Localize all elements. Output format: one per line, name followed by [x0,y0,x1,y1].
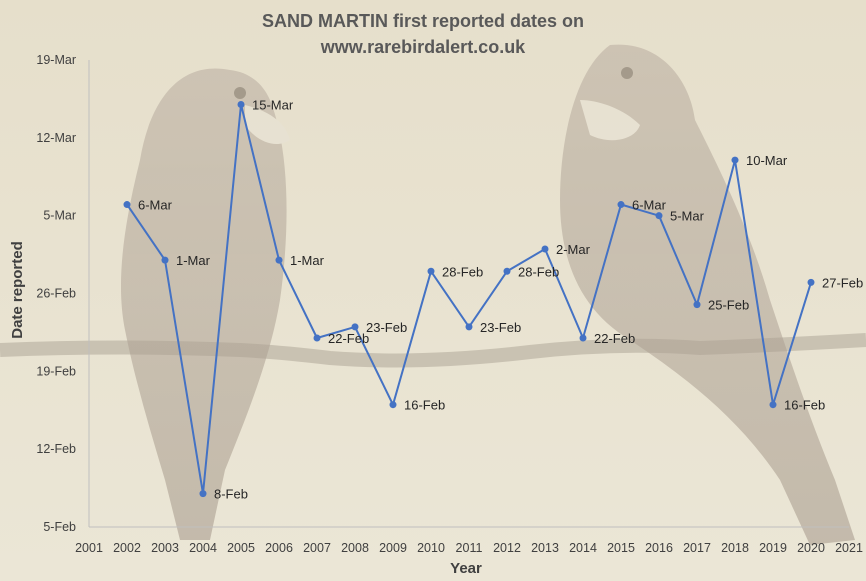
axes [88,60,849,528]
x-tick-label: 2012 [493,541,521,555]
x-tick-label: 2011 [456,541,483,555]
left-bird-body [120,68,287,540]
data-label: 16-Feb [404,398,445,413]
data-label: 23-Feb [480,320,521,335]
x-tick-label: 2008 [341,541,369,555]
data-label: 16-Feb [784,398,825,413]
x-tick-label: 2002 [113,541,141,555]
x-tick-labels: 2001 2002 2003 2004 2005 2006 2007 2008 2009 2010… [75,541,863,555]
y-tick-labels: 19-Mar 12-Mar 5-Mar 26-Feb 19-Feb 12-Feb 5-Feb [36,53,76,534]
data-label: 23-Feb [366,320,407,335]
y-tick-label: 5-Feb [43,520,76,534]
data-point [427,267,435,275]
data-point [237,100,245,108]
chart-title-line1: SAND MARTIN first reported dates on [262,11,584,31]
x-tick-label: 2018 [721,541,749,555]
x-tick-label: 2006 [265,541,293,555]
data-point [123,201,131,209]
data-point [541,245,549,253]
y-tick-label: 19-Mar [36,53,76,67]
data-label: 8-Feb [214,487,248,502]
x-tick-label: 2005 [227,541,255,555]
data-label: 27-Feb [822,275,863,290]
x-tick-label: 2021 [835,541,863,555]
data-point [579,334,587,342]
x-tick-label: 2010 [417,541,445,555]
data-label: 6-Mar [632,198,667,213]
x-tick-label: 2014 [569,541,597,555]
data-point [769,401,777,409]
left-bird-eye [234,87,246,99]
data-point [161,256,169,264]
data-point [199,490,207,498]
x-tick-label: 2004 [189,541,217,555]
right-bird-eye [621,67,633,79]
y-tick-label: 5-Mar [43,209,76,223]
data-label: 15-Mar [252,97,294,112]
right-bird [560,44,855,545]
x-tick-label: 2007 [303,541,331,555]
chart-title: SAND MARTIN first reported dates on www.… [262,11,584,57]
left-bird [120,68,290,540]
x-tick-label: 2016 [645,541,673,555]
x-tick-label: 2003 [151,541,179,555]
x-tick-label: 2009 [379,541,407,555]
data-point [655,212,663,220]
x-tick-label: 2001 [75,541,103,555]
y-tick-label: 19-Feb [36,364,76,378]
data-point [807,278,815,286]
x-axis-title: Year [450,560,482,577]
data-label: 28-Feb [442,264,483,279]
data-label: 25-Feb [708,298,749,313]
data-point [503,267,511,275]
data-point [617,201,625,209]
data-point [313,334,321,342]
y-tick-label: 26-Feb [36,287,76,301]
data-point [693,301,701,309]
x-tick-label: 2015 [607,541,635,555]
y-tick-label: 12-Feb [36,442,76,456]
data-label: 2-Mar [556,242,591,257]
x-tick-label: 2020 [797,541,825,555]
data-label: 1-Mar [176,253,211,268]
data-label: 10-Mar [746,153,788,168]
right-bird-body [560,44,855,545]
data-label: 6-Mar [138,198,173,213]
data-label: 28-Feb [518,264,559,279]
right-bird-throat [580,100,640,141]
x-tick-label: 2017 [683,541,711,555]
y-tick-label: 12-Mar [36,131,76,145]
data-label: 22-Feb [328,331,369,346]
chart-title-line2: www.rarebirdalert.co.uk [320,37,526,57]
data-label: 1-Mar [290,253,325,268]
data-point [275,256,283,264]
data-point [465,323,473,331]
data-point [389,401,397,409]
series-group: 6-Mar1-Mar8-Feb15-Mar1-Mar22-Feb23-Feb16… [123,97,863,502]
x-tick-label: 2019 [759,541,787,555]
data-label: 22-Feb [594,331,635,346]
data-point [731,156,739,164]
data-point [351,323,359,331]
y-axis-title: Date reported [9,241,26,339]
left-bird-throat [245,105,290,145]
x-tick-label: 2013 [531,541,559,555]
data-label: 5-Mar [670,209,705,224]
